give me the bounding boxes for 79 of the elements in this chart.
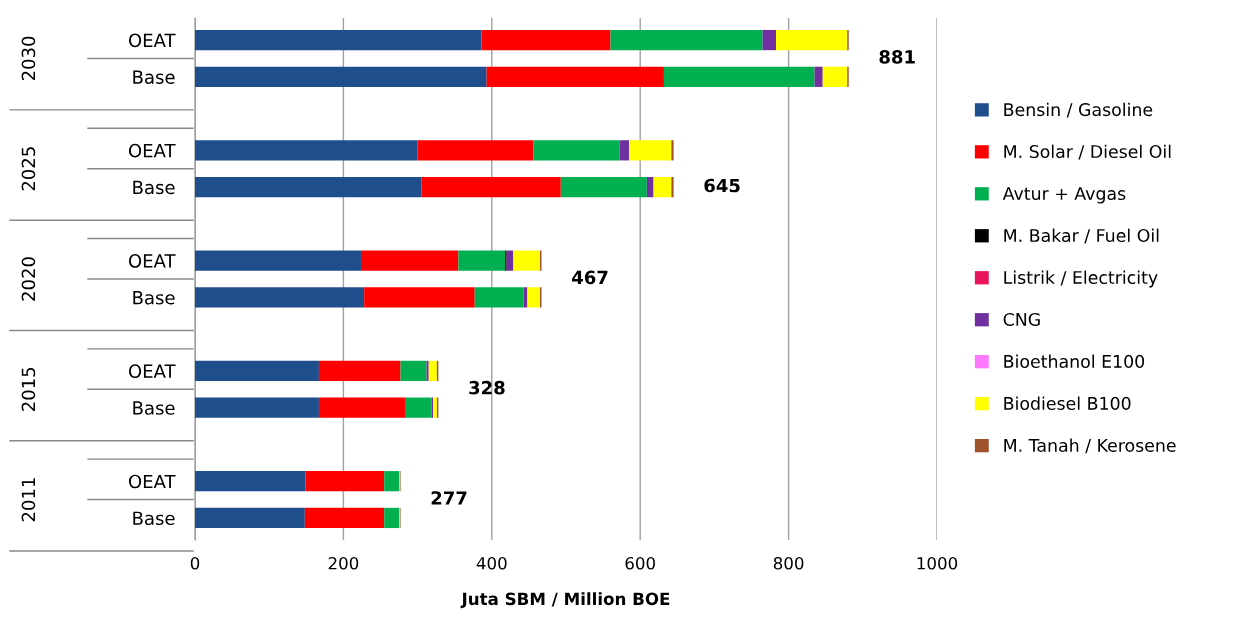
y-tick-label: Base <box>133 401 175 415</box>
bar <box>305 471 385 492</box>
text: 2020 <box>21 257 36 301</box>
legend-label: Bensin / Gasoline <box>1004 102 1153 118</box>
bar <box>814 66 823 87</box>
bar <box>195 140 418 161</box>
bar <box>318 360 401 382</box>
total-label: 645 <box>704 178 740 193</box>
bar <box>775 29 848 51</box>
total-label: 328 <box>469 380 505 395</box>
legend-label: Avtur + Avgas <box>1002 187 1126 204</box>
y-tick-label: OEAT <box>128 254 176 268</box>
bar <box>428 360 437 382</box>
x-tick-label: 400 <box>476 556 507 570</box>
bar <box>513 250 541 271</box>
bar <box>762 29 776 51</box>
total-label: 881 <box>879 50 915 64</box>
legend-label: M. Solar / Diesel Oil <box>1004 144 1171 160</box>
bar <box>195 176 422 198</box>
text: 2025 <box>21 147 36 191</box>
bar <box>195 250 362 271</box>
y-tick-label: OEAT <box>128 474 176 489</box>
legend-label: CNG <box>1003 312 1040 327</box>
x-tick-label: 600 <box>625 556 655 570</box>
x-tick-label: 0 <box>190 556 200 570</box>
y-tick-label: OEAT <box>128 33 176 48</box>
total-label: 467 <box>572 270 608 285</box>
y-tick-label: OEAT <box>128 364 176 379</box>
x-axis-title: Juta SBM / Million BOE <box>460 592 670 609</box>
bar <box>458 250 506 271</box>
x-tick-label: 200 <box>328 556 359 570</box>
y-tick-label: Base <box>133 511 175 526</box>
x-tick-label: 800 <box>773 556 804 570</box>
bar <box>384 471 400 492</box>
bar <box>318 397 405 418</box>
bar <box>361 250 459 271</box>
bar <box>195 287 365 308</box>
bar <box>404 397 432 418</box>
x-tick-label: 1000 <box>917 556 958 570</box>
bar <box>400 360 427 382</box>
y-tick-label: Base <box>133 291 175 305</box>
bar <box>671 140 674 161</box>
y-tick-label: OEAT <box>128 143 176 158</box>
bar <box>646 176 654 198</box>
bar <box>421 176 561 198</box>
bar <box>560 176 647 198</box>
y-tick-label: Base <box>133 70 175 84</box>
text: 2015 <box>21 367 36 411</box>
bar <box>304 507 385 529</box>
total-label: 277 <box>431 491 467 505</box>
bar <box>629 140 672 161</box>
legend-label: M. Tanah / Kerosene <box>1004 438 1176 454</box>
legend-label: Bioethanol E100 <box>1004 354 1145 368</box>
bar <box>486 66 664 87</box>
bar <box>474 287 524 308</box>
bar <box>417 140 534 161</box>
bar <box>195 29 482 51</box>
text: 2011 <box>21 478 36 522</box>
bar <box>384 507 400 529</box>
bar <box>364 287 475 308</box>
bar <box>481 29 611 51</box>
y-tick-label: Base <box>133 180 175 195</box>
bar <box>671 176 674 198</box>
bar <box>610 29 763 51</box>
bar <box>663 66 815 87</box>
legend-label: M. Bakar / Fuel Oil <box>1004 228 1159 244</box>
bar <box>533 140 620 161</box>
legend-label: Listrik / Electricity <box>1004 270 1158 288</box>
text: 2030 <box>21 36 36 81</box>
bar <box>619 140 630 161</box>
bar <box>195 397 319 418</box>
bar <box>195 360 319 382</box>
bar <box>822 66 848 87</box>
legend-label: Biodiesel B100 <box>1004 396 1131 410</box>
bar <box>195 471 306 492</box>
bar <box>653 176 672 198</box>
bar <box>527 287 541 308</box>
bar <box>195 507 305 529</box>
bar <box>195 66 487 87</box>
